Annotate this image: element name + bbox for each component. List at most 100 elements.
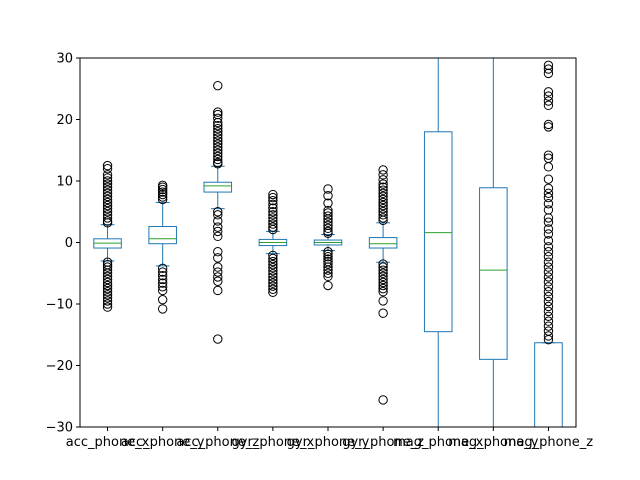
flier-point — [378, 262, 388, 272]
flier-point — [102, 185, 113, 195]
flier-point — [102, 274, 113, 285]
y-tick-label: 0 — [65, 236, 73, 251]
x-tick-label: acc_phone_y — [121, 435, 205, 450]
flier-point — [102, 170, 113, 180]
flier-point — [102, 265, 113, 275]
flier-point — [378, 308, 388, 318]
flier-point — [543, 188, 554, 199]
flier-point — [157, 267, 168, 277]
flier-point — [543, 217, 554, 227]
flier-point — [378, 215, 388, 226]
flier-point — [378, 203, 388, 214]
y-tick-label: −30 — [46, 421, 73, 436]
flier-point — [323, 198, 333, 208]
flier-point — [102, 262, 113, 272]
flier-point — [102, 203, 113, 214]
flier-point — [213, 226, 223, 237]
flier-point — [378, 165, 388, 175]
flier-point — [543, 87, 554, 97]
flier-point — [102, 283, 113, 294]
flier-point — [323, 271, 333, 282]
flier-point — [157, 285, 168, 296]
iqr-box — [423, 131, 453, 333]
flier-point — [378, 185, 388, 195]
flier-point — [543, 316, 554, 326]
flier-point — [213, 124, 223, 134]
flier-point — [213, 127, 223, 137]
flier-point — [378, 268, 388, 278]
flier-point — [543, 100, 554, 111]
flier-point — [157, 182, 168, 192]
flier-point — [102, 287, 113, 297]
flier-point — [213, 148, 223, 159]
flier-point — [213, 120, 223, 131]
flier-point — [213, 145, 223, 155]
flier-point — [378, 182, 388, 192]
flier-point — [157, 271, 168, 281]
x-axis: acc_phone_xacc_phone_yacc_phone_zgyr_pho… — [66, 427, 593, 450]
flier-point — [213, 159, 223, 169]
flier-point — [268, 281, 278, 291]
flier-point — [213, 117, 223, 128]
flier-point — [268, 263, 278, 273]
flier-point — [268, 224, 278, 235]
flier-point — [543, 205, 554, 215]
flier-point — [213, 272, 223, 282]
flier-point — [213, 113, 223, 123]
flier-point — [543, 282, 554, 292]
flier-point — [213, 154, 223, 165]
y-tick-label: −10 — [46, 298, 73, 313]
flier-point — [543, 199, 554, 209]
flier-point — [268, 272, 278, 282]
flier-point — [543, 296, 554, 307]
flier-point — [102, 191, 113, 202]
box-gyr_phone_y — [313, 184, 343, 291]
flier-point — [378, 191, 388, 202]
flier-point — [323, 184, 333, 194]
flier-point — [323, 211, 333, 221]
flier-point — [323, 223, 333, 234]
flier-point — [157, 192, 168, 202]
flier-point — [102, 277, 113, 288]
x-tick-label: gyr_phone_z — [342, 435, 424, 450]
flier-point — [157, 194, 168, 205]
flier-point — [543, 277, 554, 287]
flier-point — [543, 321, 554, 331]
flier-point — [102, 164, 113, 174]
flier-point — [378, 194, 388, 205]
flier-point — [378, 283, 388, 294]
flier-point — [378, 197, 388, 208]
flier-point — [323, 251, 333, 262]
x-tick-label: mag_phone_x — [393, 435, 484, 450]
box-gyr_phone_x — [258, 189, 288, 298]
flier-point — [268, 192, 278, 203]
flier-point — [213, 210, 223, 220]
y-tick-label: 20 — [56, 113, 73, 128]
flier-point — [543, 251, 554, 262]
flier-point — [543, 183, 554, 194]
flier-point — [543, 213, 554, 223]
flier-point — [102, 194, 113, 205]
flier-point — [268, 259, 278, 270]
x-tick-label: gyr_phone_y — [287, 435, 370, 450]
flier-point — [102, 290, 113, 300]
flier-point — [213, 80, 223, 91]
flier-point — [543, 257, 554, 267]
flier-point — [157, 184, 168, 195]
iqr-box — [479, 187, 508, 360]
flier-point — [543, 334, 554, 345]
flier-point — [543, 326, 554, 336]
flier-point — [157, 189, 168, 200]
flier-point — [323, 262, 333, 272]
flier-point — [543, 287, 554, 297]
flier-point — [213, 276, 223, 286]
flier-point — [378, 213, 388, 223]
flier-point — [157, 294, 168, 305]
box-acc_phone_y — [148, 180, 177, 314]
flier-point — [268, 195, 278, 206]
flier-point — [268, 284, 278, 294]
flier-point — [543, 291, 554, 302]
flier-point — [102, 268, 113, 278]
flier-point — [378, 179, 388, 189]
